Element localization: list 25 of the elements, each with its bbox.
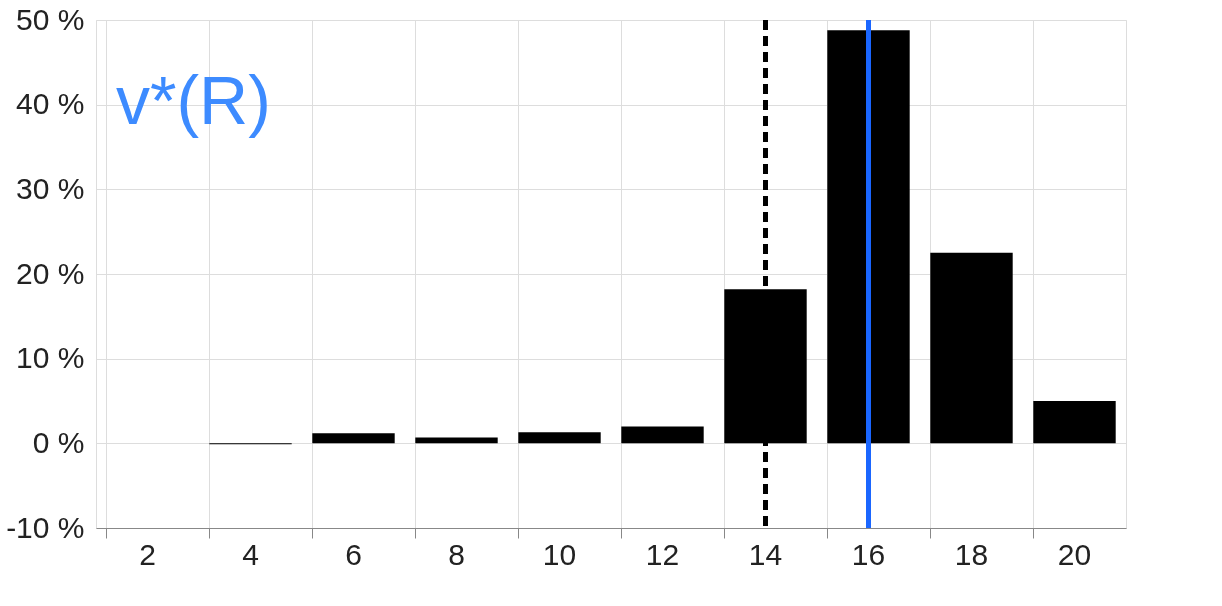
x-tick-label: 18 [954,537,989,571]
x-tick-label: 6 [345,537,362,571]
y-tick-label: 50 % [16,2,85,36]
x-tick-label: 16 [851,537,886,571]
bar [518,432,601,444]
bar [827,30,910,444]
bar [621,426,704,444]
x-tick-label: 14 [748,537,783,571]
bar [415,437,498,444]
y-tick-label: 40 % [16,87,85,121]
y-tick-label: 30 % [16,171,85,205]
x-tick-label: 4 [242,537,259,571]
bar [930,252,1013,444]
x-tick-label: 10 [542,537,577,571]
x-tick-label: 20 [1057,537,1092,571]
x-tick-label: 8 [448,537,465,571]
y-tick-label: 0 % [32,425,85,459]
y-tick-label: -10 % [6,510,85,544]
annotation: v*(R) [116,62,271,138]
x-tick-label: 2 [139,537,156,571]
bar [1033,401,1116,444]
bar [312,433,395,444]
y-tick-label: 20 % [16,256,85,290]
x-tick-label: 12 [645,537,680,571]
y-tick-label: 10 % [16,341,85,375]
